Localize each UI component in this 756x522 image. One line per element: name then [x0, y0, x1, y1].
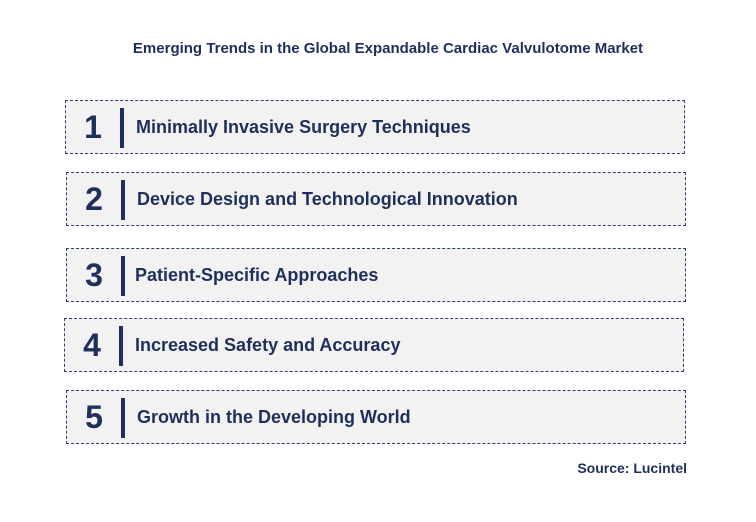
trend-divider [121, 256, 125, 296]
trend-row-2: 2 Device Design and Technological Innova… [66, 172, 686, 226]
trend-label: Patient-Specific Approaches [135, 264, 379, 285]
trend-row-1: 1 Minimally Invasive Surgery Techniques [65, 100, 685, 154]
trend-row-3: 3 Patient-Specific Approaches [66, 248, 686, 302]
trend-divider [121, 398, 125, 438]
trend-divider [120, 108, 124, 148]
trend-number: 2 [85, 180, 103, 217]
trend-label: Increased Safety and Accuracy [135, 334, 401, 355]
trend-number: 3 [85, 256, 103, 293]
trend-divider [121, 180, 125, 220]
trend-number: 5 [85, 398, 103, 435]
trend-row-5: 5 Growth in the Developing World [66, 390, 686, 444]
source-note: Source: Lucintel [577, 460, 687, 476]
trend-number: 1 [84, 108, 102, 145]
trend-label: Device Design and Technological Innovati… [137, 188, 518, 209]
diagram-title: Emerging Trends in the Global Expandable… [132, 40, 644, 57]
trend-label: Minimally Invasive Surgery Techniques [136, 116, 471, 137]
trend-divider [119, 326, 123, 366]
trend-row-4: 4 Increased Safety and Accuracy [64, 318, 684, 372]
trend-number: 4 [83, 326, 101, 363]
trend-label: Growth in the Developing World [137, 406, 411, 427]
